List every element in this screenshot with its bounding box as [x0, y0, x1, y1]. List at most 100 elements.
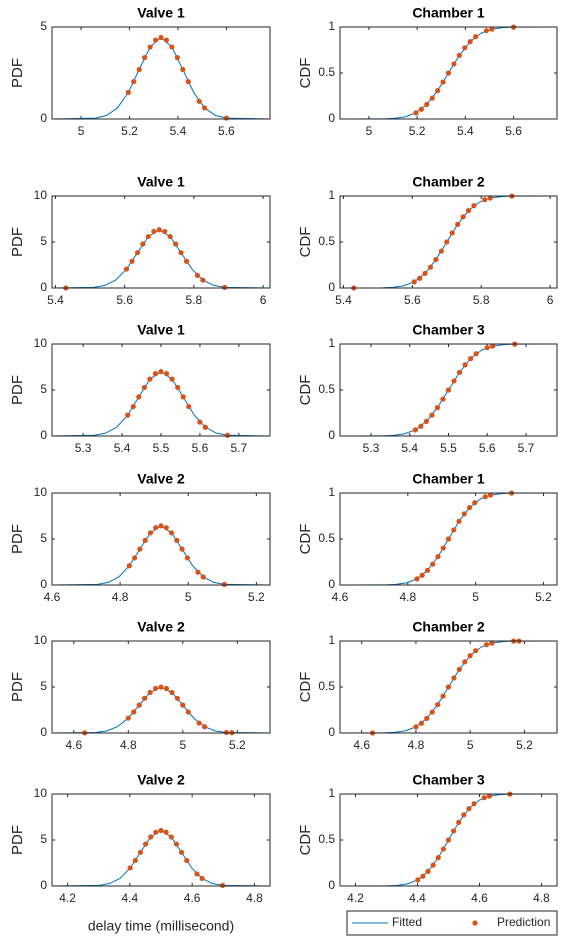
- legend-label: Prediction: [497, 915, 550, 929]
- prediction-point: [435, 88, 441, 94]
- prediction-point: [153, 525, 159, 531]
- prediction-point: [152, 371, 159, 377]
- chart-title: Chamber 1: [412, 5, 485, 21]
- prediction-point: [467, 39, 473, 45]
- prediction-point: [482, 197, 488, 203]
- prediction-point: [462, 45, 468, 51]
- prediction-point: [152, 685, 159, 692]
- prediction-point: [445, 70, 452, 76]
- prediction-point: [224, 432, 231, 438]
- y-tick-label: 1: [328, 188, 335, 202]
- prediction-point: [434, 405, 441, 411]
- y-tick-label: 0: [328, 428, 335, 442]
- prediction-point: [451, 675, 457, 681]
- prediction-point: [147, 44, 153, 50]
- y-tick-label: 5: [40, 382, 47, 396]
- x-tick-label: 4.8: [112, 590, 129, 604]
- prediction-point: [158, 684, 164, 690]
- x-tick-label: 5.7: [518, 441, 535, 455]
- x-tick-label: 5.5: [440, 441, 457, 455]
- prediction-point: [185, 709, 191, 715]
- axes-background: [52, 493, 270, 585]
- prediction-point: [461, 511, 467, 517]
- y-axis-label: PDF: [9, 375, 26, 405]
- prediction-point: [130, 403, 136, 410]
- prediction-point: [490, 343, 496, 349]
- prediction-point: [473, 351, 479, 357]
- prediction-point: [131, 79, 137, 85]
- prediction-point: [471, 801, 477, 807]
- prediction-point: [433, 257, 439, 263]
- prediction-point: [430, 862, 436, 868]
- prediction-point: [194, 272, 201, 278]
- prediction-point: [163, 829, 169, 835]
- prediction-point: [444, 239, 450, 245]
- prediction-point: [445, 837, 452, 843]
- y-tick-label: 0: [40, 725, 47, 739]
- prediction-point: [220, 882, 226, 888]
- prediction-point: [147, 530, 154, 536]
- prediction-point: [418, 106, 424, 112]
- prediction-point: [420, 873, 426, 879]
- axes-frame: [51, 640, 271, 734]
- prediction-point: [184, 555, 190, 561]
- prediction-point: [195, 569, 201, 575]
- prediction-point: [456, 369, 463, 375]
- y-axis-label: CDF: [297, 524, 314, 555]
- prediction-point: [142, 54, 148, 61]
- prediction-point: [163, 37, 170, 43]
- prediction-point: [183, 258, 190, 264]
- prediction-point: [466, 505, 473, 511]
- y-axis-label: CDF: [297, 672, 314, 703]
- prediction-point: [445, 387, 452, 393]
- y-tick-label: 1: [328, 786, 335, 800]
- y-tick-label: 0.5: [318, 531, 335, 545]
- x-tick-label: 5.4: [47, 293, 64, 307]
- prediction-point: [125, 89, 131, 96]
- chart-title: Valve 2: [137, 471, 185, 487]
- x-tick-label: 5.6: [404, 293, 421, 307]
- prediction-point: [473, 34, 479, 40]
- prediction-point: [435, 855, 441, 861]
- prediction-point: [179, 546, 185, 552]
- prediction-point: [127, 865, 133, 871]
- y-tick-label: 1: [328, 485, 335, 499]
- chart-title: Chamber 2: [412, 174, 485, 190]
- prediction-point: [129, 258, 135, 264]
- prediction-point: [125, 412, 131, 418]
- x-tick-label: 6: [260, 293, 267, 307]
- prediction-point: [429, 95, 435, 101]
- prediction-point: [158, 34, 164, 41]
- prediction-point: [196, 98, 202, 104]
- y-tick-label: 0: [40, 878, 47, 892]
- prediction-point: [430, 561, 436, 567]
- prediction-point: [142, 695, 148, 701]
- prediction-point: [467, 653, 473, 659]
- prediction-point: [413, 724, 419, 730]
- y-tick-label: 0.5: [318, 234, 335, 248]
- prediction-point: [163, 525, 169, 531]
- x-tick-label: 5.6: [479, 441, 496, 455]
- prediction-point: [456, 666, 462, 672]
- prediction-point: [131, 709, 137, 715]
- x-tick-label: 5.4: [114, 441, 131, 455]
- prediction-point: [223, 729, 229, 736]
- y-tick-label: 0: [40, 280, 47, 294]
- prediction-point: [178, 250, 184, 256]
- y-tick-label: 5: [40, 679, 47, 693]
- prediction-point: [152, 37, 159, 43]
- axes-frame: [51, 195, 271, 289]
- prediction-point: [466, 806, 472, 812]
- y-tick-label: 10: [34, 188, 48, 202]
- prediction-point: [175, 384, 181, 391]
- x-tick-label: 5.2: [516, 738, 533, 752]
- prediction-point: [440, 396, 446, 402]
- axes-background: [52, 196, 270, 288]
- prediction-point: [169, 376, 175, 382]
- axes-frame: [339, 640, 558, 734]
- prediction-point: [461, 812, 467, 818]
- axes-frame: [51, 26, 271, 120]
- prediction-point: [418, 720, 424, 726]
- y-axis-label: PDF: [9, 524, 26, 554]
- prediction-point: [418, 423, 424, 429]
